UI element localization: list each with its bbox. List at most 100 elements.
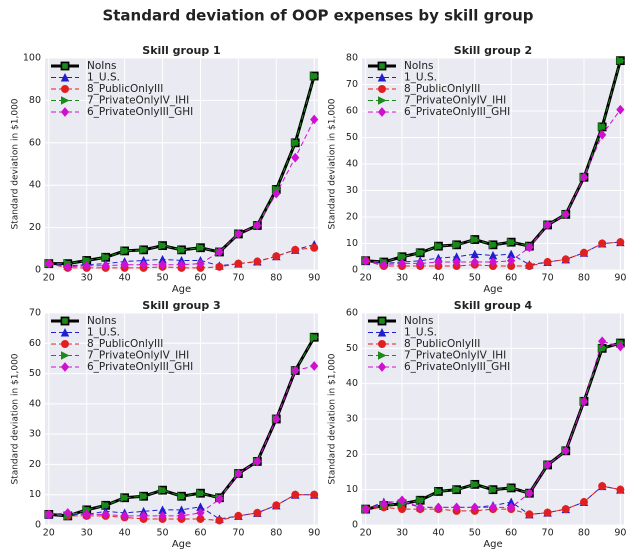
x-axis-label: Age [483, 284, 502, 295]
marker [598, 336, 607, 347]
marker [310, 332, 319, 342]
legend-marker [61, 96, 70, 105]
x-tick-label: 60 [194, 273, 206, 284]
y-tick-label: 10 [346, 484, 358, 495]
marker [177, 511, 186, 521]
legend-label: 7_PrivateOnlyIV_IHI [87, 350, 189, 362]
legend-label: 6_PrivateOnlyIII_GHI [87, 361, 193, 373]
legend-label: NoIns [404, 315, 434, 327]
legend-label: 8_PublicOnlyIII [404, 83, 480, 95]
marker [525, 510, 534, 519]
marker [434, 487, 443, 496]
x-tick-label: 20 [43, 273, 55, 284]
marker [196, 258, 205, 269]
x-tick-label: 90 [614, 528, 626, 539]
marker [44, 509, 53, 520]
legend-label: 1_U.S. [87, 72, 120, 84]
x-tick-label: 40 [119, 273, 131, 284]
marker [44, 258, 53, 269]
marker [470, 480, 480, 489]
marker [561, 505, 570, 514]
marker [196, 508, 205, 518]
marker [272, 188, 281, 199]
y-axis-label: Standard deviation in $1,000 [328, 98, 338, 229]
y-tick-label: 60 [346, 308, 358, 319]
panel-title: Skill group 3 [142, 299, 220, 312]
x-tick-label: 30 [396, 273, 408, 284]
x-tick-label: 20 [43, 528, 55, 539]
x-tick-label: 50 [469, 273, 481, 284]
marker [291, 490, 300, 499]
marker [291, 365, 300, 376]
marker [616, 341, 625, 352]
marker [416, 496, 425, 505]
marker [234, 259, 243, 268]
y-tick-label: 60 [346, 106, 358, 117]
marker [310, 71, 319, 81]
marker [101, 501, 111, 510]
marker [507, 483, 516, 493]
y-tick-label: 40 [346, 378, 358, 389]
x-axis-label: Age [172, 284, 191, 295]
y-tick-label: 20 [29, 222, 41, 233]
y-tick-label: 50 [29, 368, 41, 379]
y-tick-label: 50 [346, 343, 358, 354]
legend-label: 7_PrivateOnlyIV_IHI [404, 95, 506, 107]
y-axis-label: Standard deviation in $1,000 [11, 98, 21, 229]
marker [434, 502, 443, 513]
y-axis-label: Standard deviation in $1,000 [11, 353, 21, 484]
legend-marker [60, 73, 70, 82]
marker [234, 511, 243, 520]
marker [177, 259, 186, 270]
marker [579, 172, 589, 183]
x-tick-label: 70 [542, 528, 554, 539]
marker [561, 209, 570, 220]
marker [272, 252, 281, 261]
series-line [365, 109, 621, 266]
legend-label: 6_PrivateOnlyIII_GHI [404, 361, 510, 373]
y-tick-label: 70 [29, 308, 41, 319]
x-tick-label: 40 [119, 528, 131, 539]
x-tick-label: 50 [469, 528, 481, 539]
marker [598, 239, 607, 248]
marker [120, 511, 129, 521]
marker [253, 220, 262, 231]
x-tick-label: 70 [232, 528, 244, 539]
x-tick-label: 80 [270, 528, 282, 539]
marker [397, 495, 407, 506]
panel-title: Skill group 4 [454, 299, 533, 312]
marker [158, 259, 167, 270]
legend-label: 1_U.S. [404, 327, 437, 339]
legend-marker [377, 85, 386, 94]
x-axis-label: Age [483, 539, 502, 550]
marker [488, 502, 498, 513]
y-tick-label: 40 [29, 180, 41, 191]
y-tick-label: 20 [29, 459, 41, 470]
x-tick-label: 20 [360, 273, 372, 284]
marker [616, 56, 625, 65]
marker [82, 260, 91, 271]
marker [291, 138, 300, 148]
y-tick-label: 80 [29, 95, 41, 106]
plot-area [45, 58, 318, 270]
series-line [48, 75, 315, 265]
marker [543, 508, 552, 517]
legend-marker [61, 339, 70, 348]
marker [196, 243, 205, 252]
series-line [365, 485, 621, 515]
y-tick-label: 40 [346, 159, 358, 170]
marker [291, 245, 300, 254]
marker [416, 502, 425, 513]
marker [507, 255, 516, 266]
y-tick-label: 20 [346, 212, 358, 223]
marker [120, 493, 130, 502]
marker [470, 502, 479, 513]
y-tick-label: 10 [29, 489, 41, 500]
marker [616, 104, 625, 115]
y-tick-label: 30 [346, 414, 358, 425]
legend-marker [60, 362, 70, 372]
marker [215, 247, 224, 257]
series-line [48, 244, 315, 267]
legend-marker [60, 328, 70, 337]
